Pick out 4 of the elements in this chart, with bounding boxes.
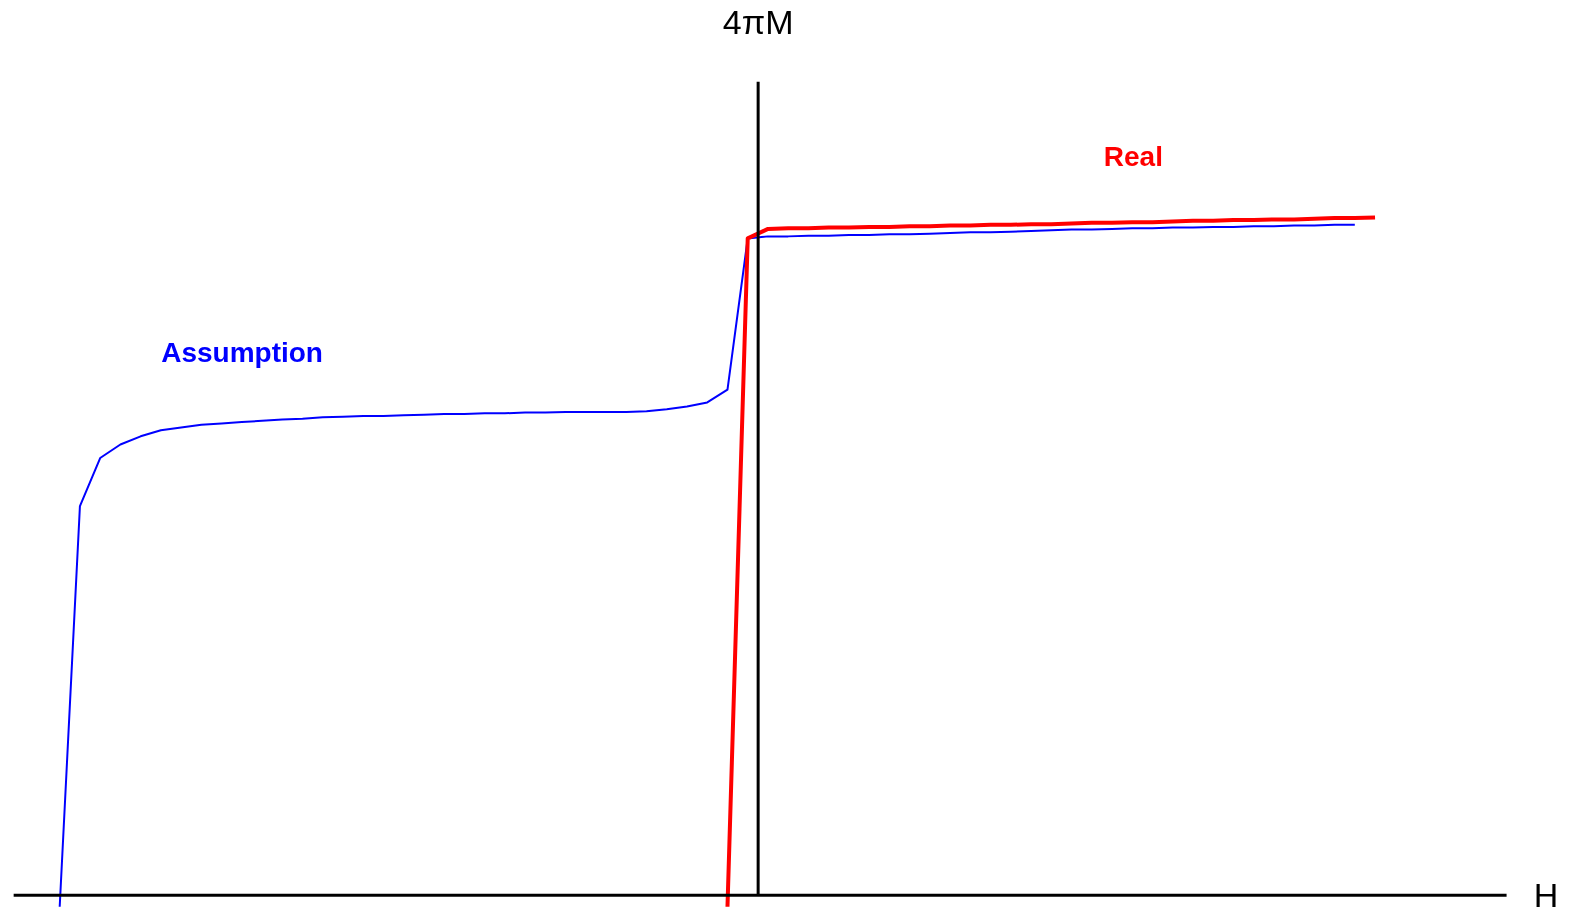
series-label: Assumption <box>161 337 323 369</box>
x-axis-title: H <box>1533 876 1559 913</box>
series-label: Real <box>1103 140 1163 172</box>
text: 4πM <box>722 3 794 42</box>
